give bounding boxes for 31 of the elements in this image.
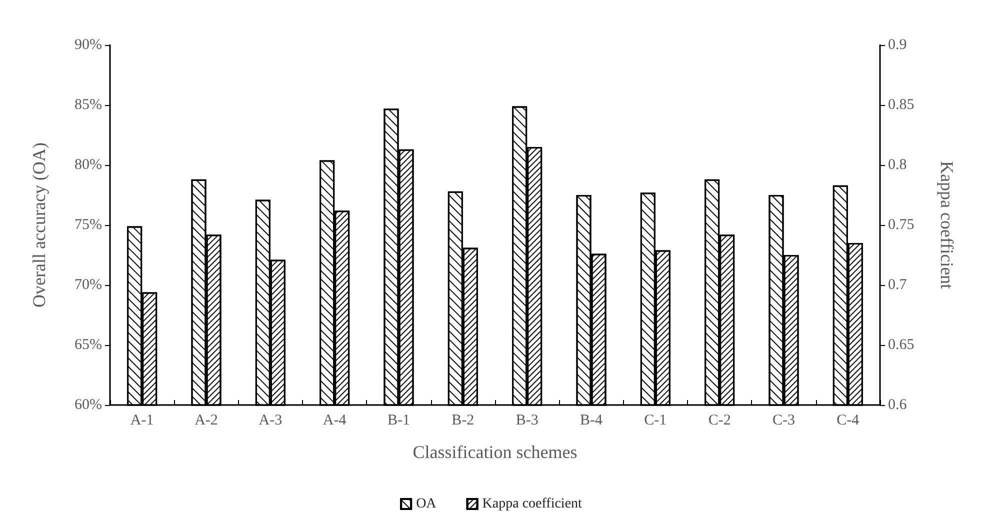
y-tick-label: 65% — [74, 337, 102, 353]
y2-tick-label: 0.7 — [888, 277, 908, 293]
y-tick-label: 60% — [74, 397, 102, 413]
x-tick-label: A-2 — [194, 412, 218, 428]
x-tick-label: C-1 — [644, 412, 667, 428]
x-tick-label: B-4 — [580, 412, 603, 428]
y2-tick-label: 0.65 — [888, 337, 914, 353]
y-tick-label: 90% — [74, 37, 102, 53]
x-tick-label: C-4 — [836, 412, 860, 428]
x-axis-title: Classification schemes — [412, 442, 578, 462]
x-tick-label: A-4 — [322, 412, 347, 428]
y2-tick-label: 0.8 — [888, 157, 907, 173]
x-tick-label: B-3 — [516, 412, 538, 428]
legend-label: Kappa coefficient — [482, 496, 582, 512]
y-tick-label: 80% — [74, 157, 102, 173]
x-tick-label: A-1 — [130, 412, 154, 428]
y-tick-label: 85% — [74, 97, 102, 113]
x-tick-label: C-2 — [708, 412, 731, 428]
x-tick-label: A-3 — [258, 412, 282, 428]
y2-tick-label: 0.9 — [888, 37, 907, 53]
y2-axis-title: Kappa coefficient — [937, 160, 957, 290]
y2-tick-label: 0.85 — [888, 97, 914, 113]
y-axis-title: Overall accuracy (OA) — [29, 142, 49, 308]
y2-tick-label: 0.6 — [888, 397, 908, 413]
x-tick-label: B-2 — [452, 412, 474, 428]
x-tick-label: C-3 — [772, 412, 795, 428]
legend-label: OA — [416, 496, 438, 512]
y-tick-label: 75% — [74, 217, 102, 233]
y-tick-label: 70% — [74, 277, 102, 293]
x-tick-label: B-1 — [388, 412, 410, 428]
y2-tick-label: 0.75 — [888, 217, 914, 233]
